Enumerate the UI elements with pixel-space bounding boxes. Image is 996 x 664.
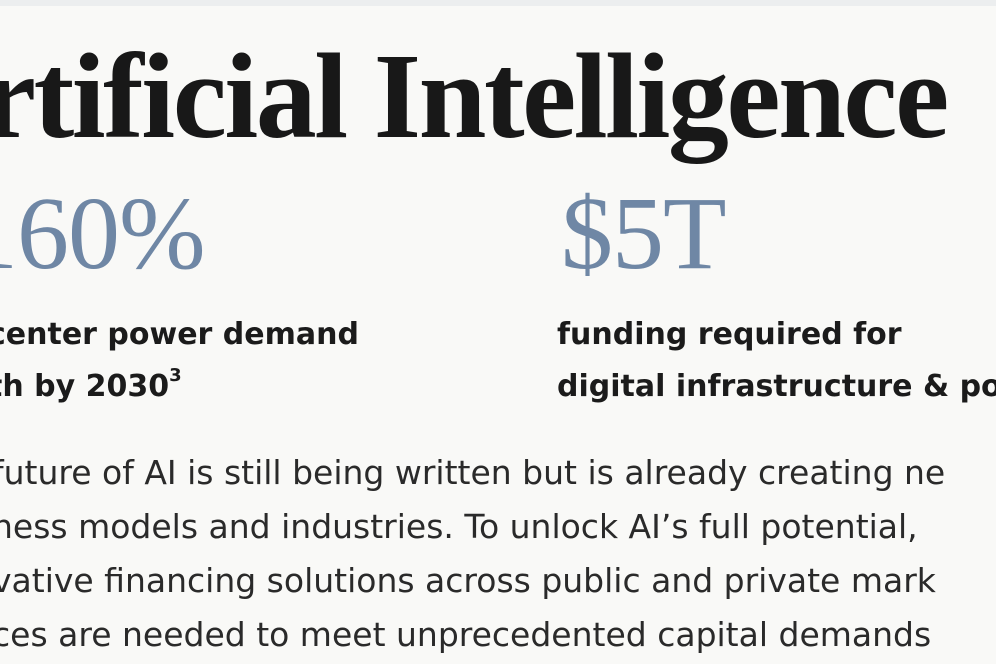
stat-label-line: funding required for <box>557 317 902 352</box>
body-paragraph: future of AI is still being written but … <box>0 446 945 662</box>
top-divider <box>0 0 996 6</box>
page-title: rtificial Intelligence <box>0 29 949 164</box>
paragraph-line: future of AI is still being written but … <box>0 453 946 492</box>
stat-value-funding: $5T <box>561 176 727 291</box>
paragraph-line: vative financing solutions across public… <box>0 561 936 600</box>
stat-label-line: digital infrastructure & po <box>557 369 996 404</box>
paragraph-line: ces are needed to meet unprecedented cap… <box>0 615 932 654</box>
stat-value-power-demand: 160% <box>0 176 206 291</box>
stat-label-power-demand: center power demand th by 20303 <box>0 309 359 413</box>
stat-label-line: center power demand <box>0 317 359 352</box>
footnote-marker: 3 <box>169 365 182 386</box>
stat-label-funding: funding required for digital infrastruct… <box>557 309 996 413</box>
paragraph-line: ness models and industries. To unlock AI… <box>0 507 918 546</box>
stat-label-line: th by 2030 <box>0 369 170 404</box>
